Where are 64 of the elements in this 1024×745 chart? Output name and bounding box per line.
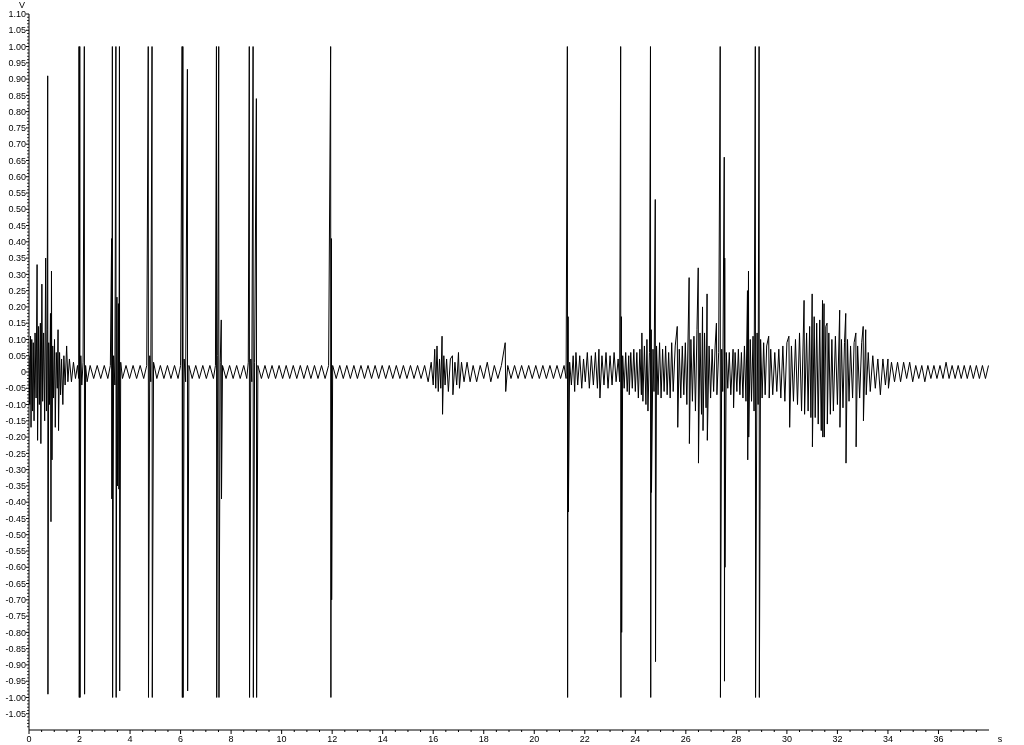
y-tick-label: -0.30 bbox=[5, 464, 26, 475]
y-tick-label: -0.55 bbox=[5, 546, 26, 557]
y-tick-label: 0.95 bbox=[8, 57, 26, 68]
y-axis-title: V bbox=[18, 0, 26, 10]
x-tick-label: 14 bbox=[377, 734, 388, 744]
y-tick-label: 0.45 bbox=[8, 220, 26, 231]
y-tick-label: 0.30 bbox=[8, 269, 26, 280]
y-tick-label: 0.80 bbox=[8, 106, 26, 117]
y-tick-label: 0.05 bbox=[8, 350, 26, 361]
y-tick-label: 1.10 bbox=[8, 9, 26, 20]
y-tick-label: -0.25 bbox=[5, 448, 26, 459]
y-tick-label: -0.90 bbox=[5, 660, 26, 671]
x-tick-label: 16 bbox=[428, 734, 439, 744]
y-tick-label: -1.05 bbox=[5, 708, 26, 719]
y-tick-label: -0.45 bbox=[5, 513, 26, 524]
x-tick-label: 34 bbox=[882, 734, 893, 744]
y-tick-label: -0.85 bbox=[5, 643, 26, 654]
y-tick-label: -0.15 bbox=[5, 415, 26, 426]
x-tick-label: 8 bbox=[228, 734, 234, 744]
x-tick-label: 2 bbox=[77, 734, 83, 744]
y-tick-label: -1.00 bbox=[5, 692, 26, 703]
y-tick-label: -0.65 bbox=[5, 578, 26, 589]
y-tick-label: -0.80 bbox=[5, 627, 26, 638]
x-tick-label: 10 bbox=[276, 734, 287, 744]
x-tick-label: 36 bbox=[933, 734, 944, 744]
y-tick-label: 0.90 bbox=[8, 74, 26, 85]
y-tick-label: 0.75 bbox=[8, 123, 26, 134]
x-tick-label: 30 bbox=[781, 734, 792, 744]
y-tick-label: -0.75 bbox=[5, 611, 26, 622]
y-tick-label: 0.10 bbox=[8, 334, 26, 345]
y-tick-label: 0.15 bbox=[8, 318, 26, 329]
x-tick-label: 28 bbox=[731, 734, 742, 744]
y-tick-label: -0.50 bbox=[5, 529, 26, 540]
y-tick-label: 0.20 bbox=[8, 302, 26, 313]
x-tick-label: 20 bbox=[529, 734, 540, 744]
y-tick-label: 0.60 bbox=[8, 171, 26, 182]
x-tick-label: 6 bbox=[178, 734, 184, 744]
y-tick-label: -0.70 bbox=[5, 594, 26, 605]
y-tick-label: 0.50 bbox=[8, 204, 26, 215]
y-tick-label: 1.00 bbox=[8, 41, 26, 52]
y-tick-label: 0.65 bbox=[8, 155, 26, 166]
y-tick-label: 0.85 bbox=[8, 90, 26, 101]
y-tick-label: 0.25 bbox=[8, 285, 26, 296]
y-tick-label: -0.95 bbox=[5, 676, 26, 687]
x-tick-label: 32 bbox=[832, 734, 843, 744]
y-tick-label: 0.70 bbox=[8, 139, 26, 150]
y-tick-label: 0.40 bbox=[8, 236, 26, 247]
x-tick-label: 24 bbox=[630, 734, 641, 744]
x-axis-title: s bbox=[997, 734, 1003, 744]
x-tick-label: 18 bbox=[478, 734, 489, 744]
x-tick-label: 26 bbox=[680, 734, 691, 744]
y-tick-label: -0.60 bbox=[5, 562, 26, 573]
y-tick-label: -0.05 bbox=[5, 383, 26, 394]
y-tick-label: -0.35 bbox=[5, 481, 26, 492]
y-tick-label: -0.20 bbox=[5, 432, 26, 443]
x-tick-label: 4 bbox=[127, 734, 133, 744]
y-tick-label: -0.40 bbox=[5, 497, 26, 508]
y-tick-label: -0.10 bbox=[5, 399, 26, 410]
y-tick-label: 0 bbox=[20, 367, 26, 378]
y-tick-label: 1.05 bbox=[8, 25, 26, 36]
y-tick-label: 0.55 bbox=[8, 188, 26, 199]
y-tick-label: 0.35 bbox=[8, 253, 26, 264]
x-tick-label: 12 bbox=[327, 734, 338, 744]
x-tick-label: 22 bbox=[579, 734, 590, 744]
